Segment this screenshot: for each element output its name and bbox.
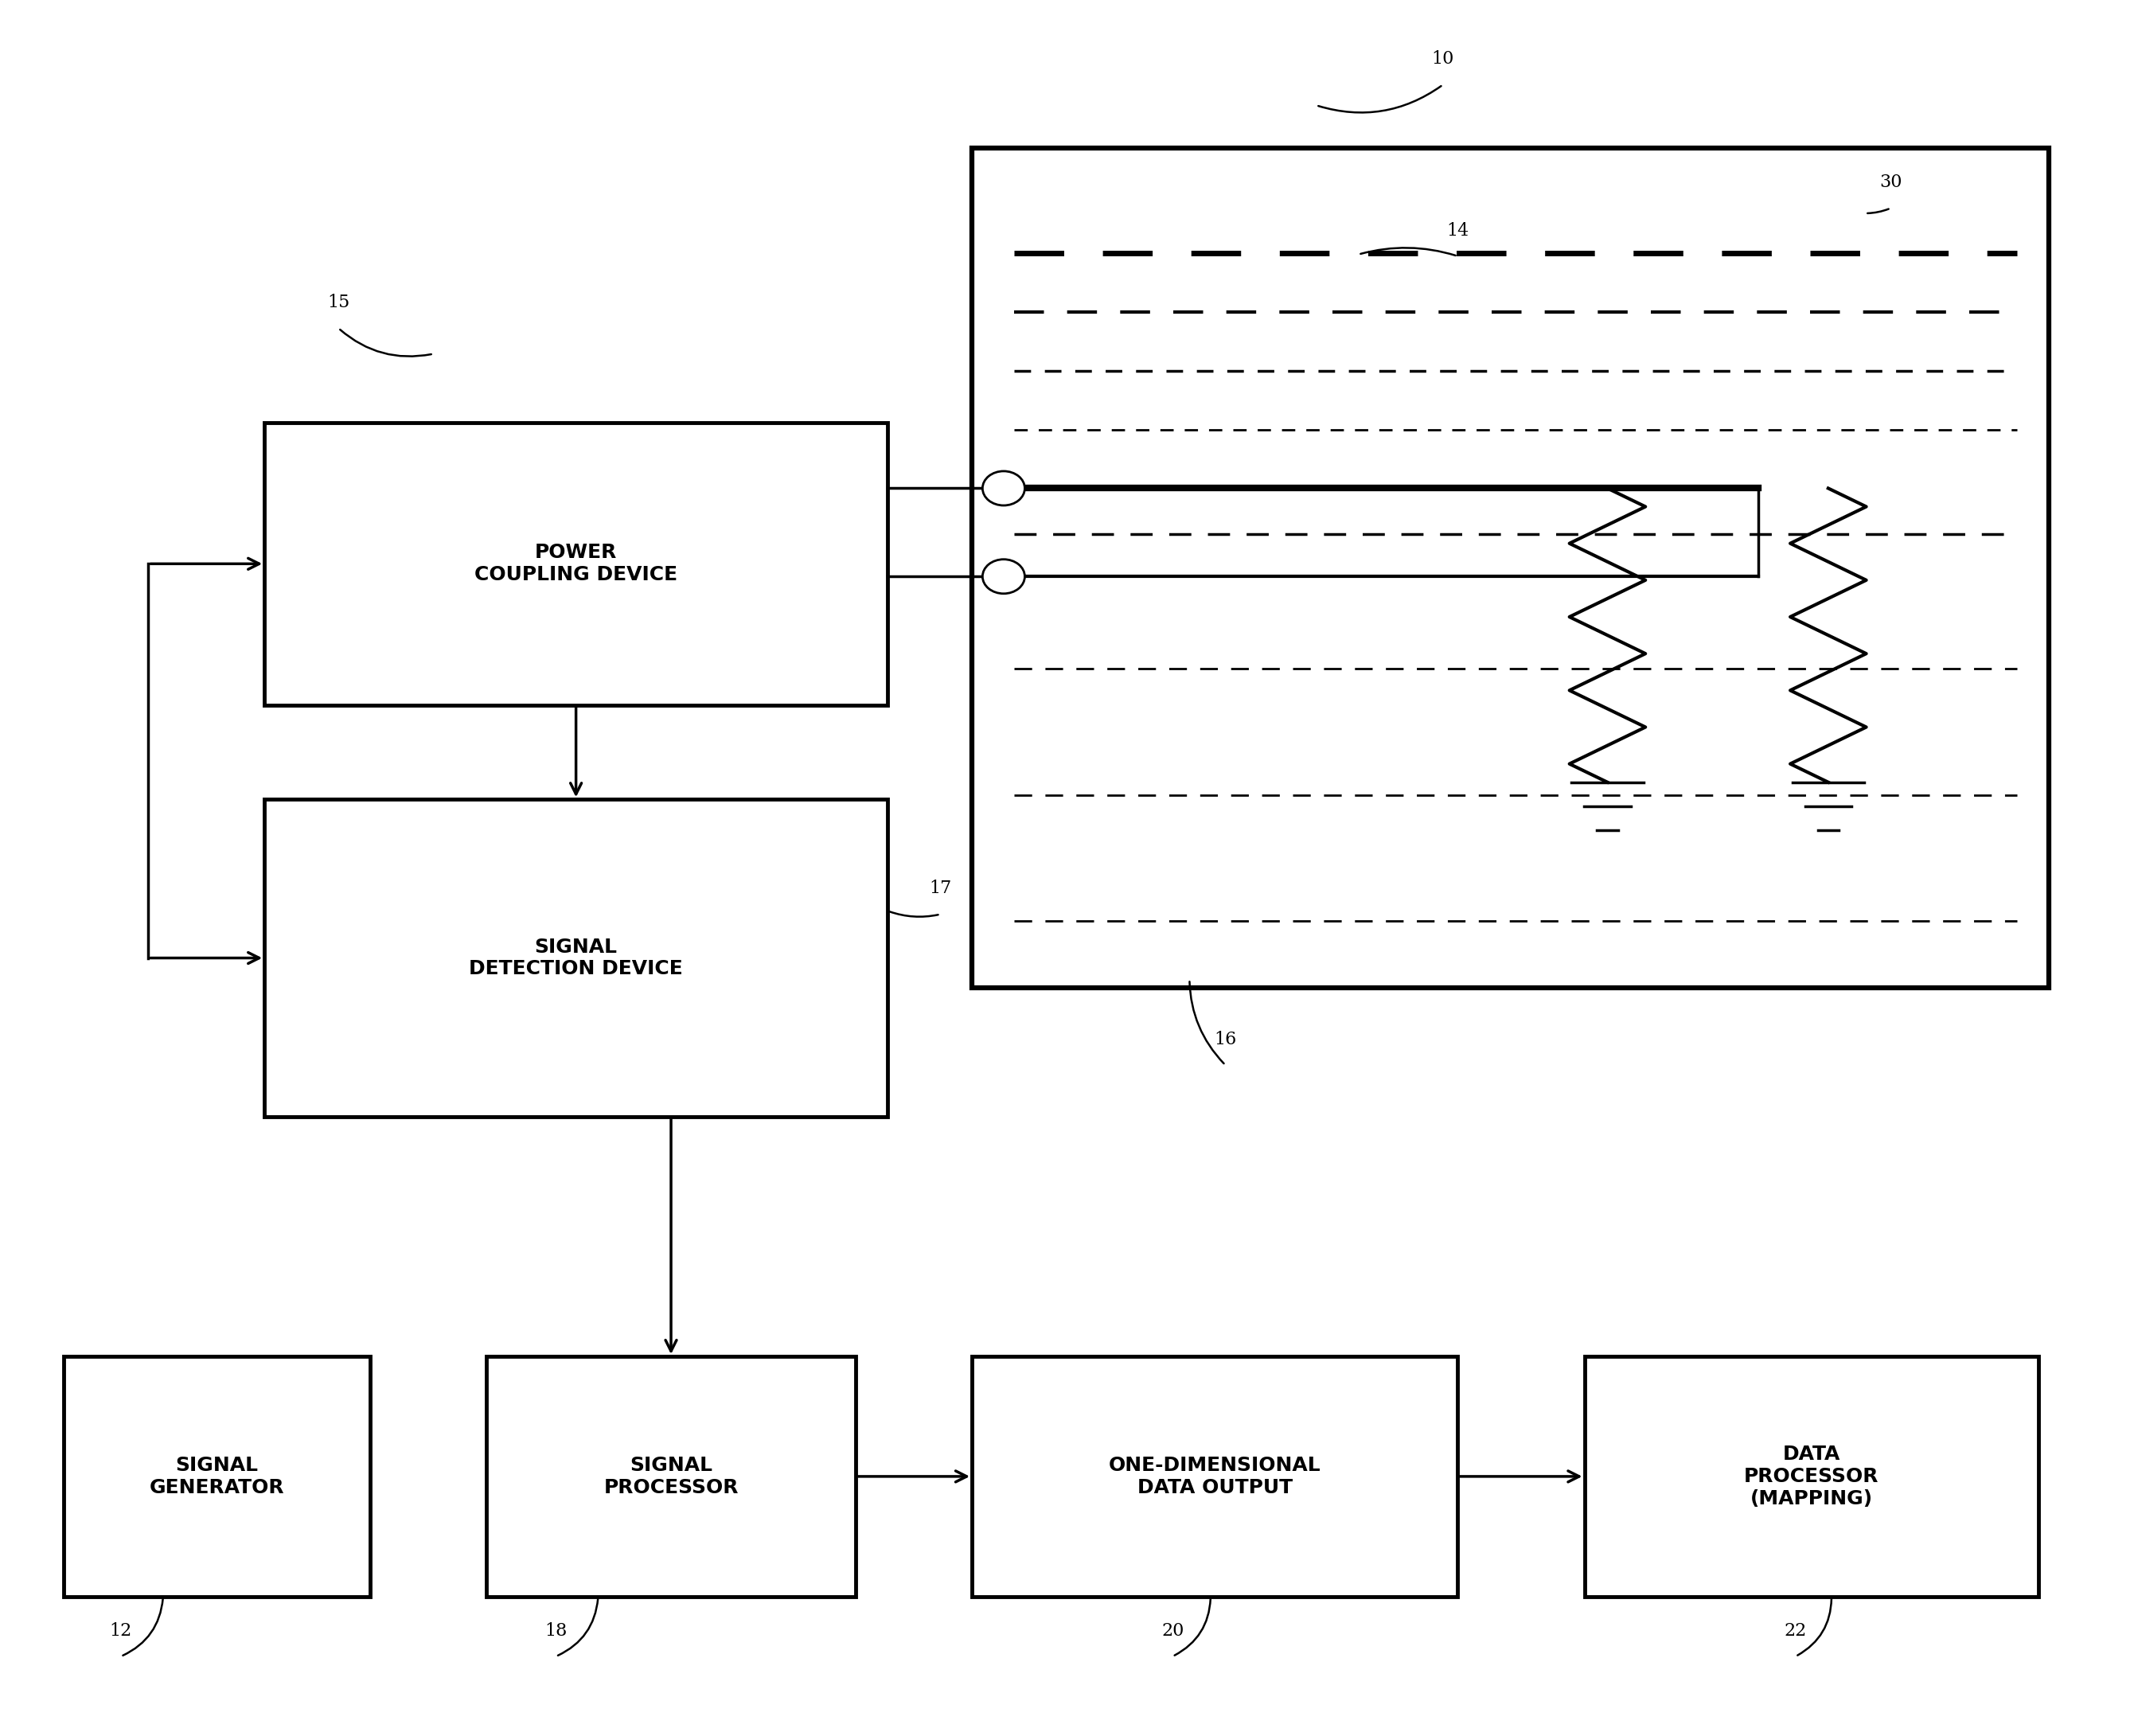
Bar [971, 1356, 1458, 1597]
Text: 10: 10 [1432, 50, 1453, 68]
Text: 12: 12 [109, 1621, 132, 1639]
Text: 15: 15 [327, 293, 350, 311]
Circle shape [982, 559, 1024, 594]
Bar [64, 1356, 369, 1597]
Text: SIGNAL
GENERATOR: SIGNAL GENERATOR [149, 1457, 284, 1496]
Text: DATA
PROCESSOR
(MAPPING): DATA PROCESSOR (MAPPING) [1743, 1444, 1878, 1509]
Text: 30: 30 [1880, 174, 1901, 191]
Bar [971, 148, 2049, 988]
Text: POWER
COUPLING DEVICE: POWER COUPLING DEVICE [474, 543, 676, 585]
Text: ONE-DIMENSIONAL
DATA OUTPUT: ONE-DIMENSIONAL DATA OUTPUT [1110, 1457, 1321, 1496]
Bar [1583, 1356, 2038, 1597]
Text: 17: 17 [928, 880, 952, 898]
Text: 14: 14 [1447, 222, 1468, 240]
Text: 22: 22 [1784, 1621, 1807, 1639]
Bar [487, 1356, 856, 1597]
Text: 20: 20 [1161, 1621, 1184, 1639]
Text: 18: 18 [544, 1621, 568, 1639]
Text: SIGNAL
PROCESSOR: SIGNAL PROCESSOR [604, 1457, 738, 1496]
Text: 16: 16 [1214, 1031, 1236, 1049]
Bar [265, 800, 888, 1116]
Circle shape [982, 470, 1024, 505]
Bar [265, 422, 888, 705]
Text: SIGNAL
DETECTION DEVICE: SIGNAL DETECTION DEVICE [469, 937, 683, 979]
